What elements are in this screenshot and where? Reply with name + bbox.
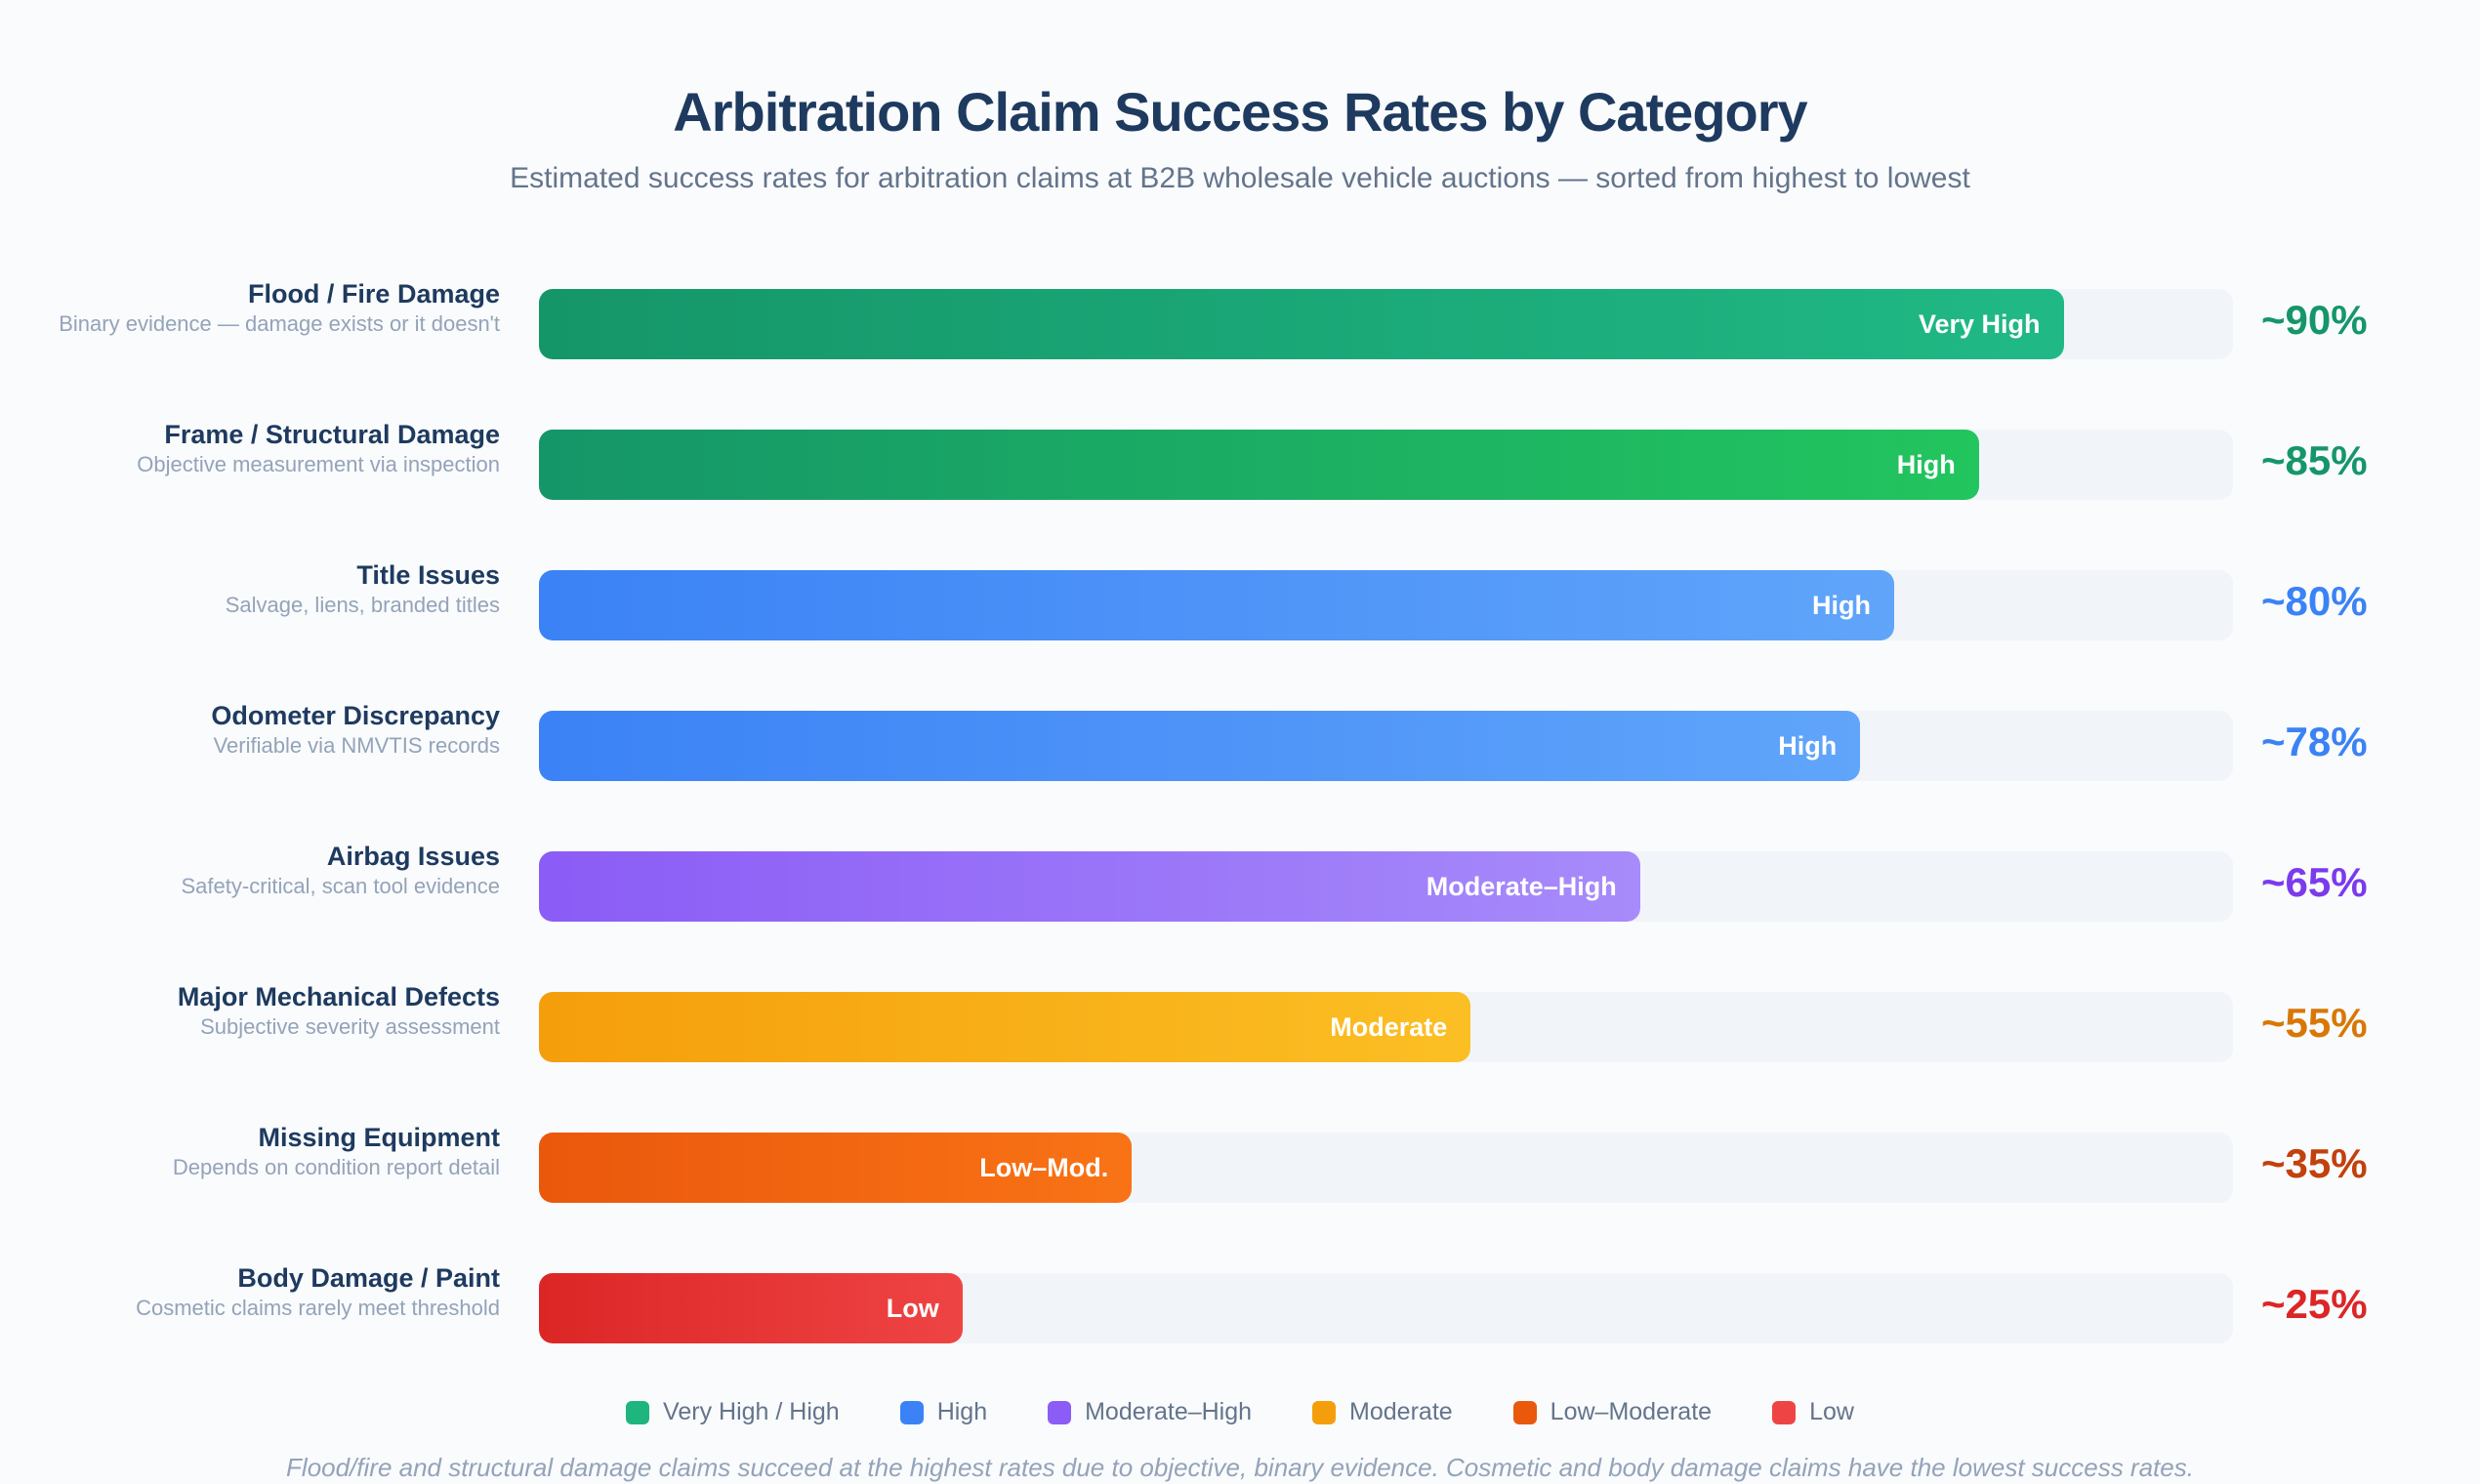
bar: High [539, 430, 1979, 500]
value-label: ~25% [2261, 1281, 2368, 1327]
value-label: ~90% [2261, 297, 2368, 343]
category-description: Subjective severity assessment [200, 1014, 500, 1039]
category-name: Flood / Fire Damage [247, 279, 500, 309]
bar: Moderate [539, 992, 1471, 1062]
bar-level-label: Moderate [1330, 1011, 1448, 1042]
value-label: ~35% [2261, 1140, 2368, 1186]
row-label: Major Mechanical Defects Subjective seve… [31, 980, 500, 1041]
category-name: Body Damage / Paint [237, 1263, 500, 1293]
category-description: Depends on condition report detail [172, 1155, 500, 1179]
bar-row: Flood / Fire Damage Binary evidence — da… [0, 279, 2480, 359]
category-name: Frame / Structural Damage [164, 420, 500, 449]
bar: Very High [539, 289, 2064, 359]
legend-item: High [899, 1398, 988, 1426]
category-description: Objective measurement via inspection [137, 452, 500, 476]
bar-level-label: High [1778, 730, 1838, 761]
value-label: ~78% [2261, 719, 2368, 764]
bar-row: Major Mechanical Defects Subjective seve… [0, 982, 2480, 1062]
row-label: Missing Equipment Depends on condition r… [31, 1121, 500, 1181]
value-label: ~55% [2261, 1000, 2368, 1046]
bar-level-label: Low–Mod. [979, 1152, 1109, 1182]
chart-subtitle: Estimated success rates for arbitration … [510, 162, 1970, 194]
legend-label: Moderate–High [1085, 1398, 1253, 1425]
row-label: Frame / Structural Damage Objective meas… [31, 418, 500, 478]
footnote: Flood/fire and structural damage claims … [286, 1453, 2194, 1482]
bar-row: Missing Equipment Depends on condition r… [0, 1123, 2480, 1203]
bar: High [539, 570, 1894, 640]
bar-row: Title Issues Salvage, liens, branded tit… [0, 560, 2480, 640]
row-label: Body Damage / Paint Cosmetic claims rare… [31, 1261, 500, 1322]
bar-track: Very High [539, 289, 2233, 359]
legend-swatch [626, 1400, 650, 1424]
legend-label: Low–Moderate [1550, 1398, 1713, 1425]
value-label: ~65% [2261, 859, 2368, 905]
category-description: Verifiable via NMVTIS records [213, 733, 500, 758]
chart-title: Arbitration Claim Success Rates by Categ… [673, 81, 1807, 143]
bar-level-label: High [1812, 590, 1871, 620]
legend-item: Low [1772, 1398, 1854, 1426]
legend-swatch [1312, 1400, 1337, 1424]
row-label: Odometer Discrepancy Verifiable via NMVT… [31, 699, 500, 760]
legend-label: High [936, 1398, 988, 1425]
category-description: Safety-critical, scan tool evidence [181, 874, 501, 898]
category-name: Missing Equipment [258, 1123, 500, 1152]
legend-item: Moderate–High [1048, 1398, 1252, 1426]
bar: Moderate–High [539, 851, 1640, 922]
row-label: Flood / Fire Damage Binary evidence — da… [31, 277, 500, 338]
category-description: Cosmetic claims rarely meet threshold [136, 1296, 500, 1320]
value-label: ~85% [2261, 437, 2368, 483]
legend-swatch [1048, 1400, 1072, 1424]
legend-label: Moderate [1349, 1398, 1453, 1425]
legend-swatch [899, 1400, 924, 1424]
legend-item: Low–Moderate [1512, 1398, 1713, 1426]
legend: Very High / High High Moderate–High Moderat… [0, 1398, 2480, 1426]
bar-track: Low [539, 1273, 2233, 1343]
category-description: Binary evidence — damage exists or it do… [59, 311, 500, 336]
bar-track: Low–Mod. [539, 1133, 2233, 1203]
bar: Low–Mod. [539, 1133, 1133, 1203]
category-description: Salvage, liens, branded titles [225, 593, 500, 617]
bar-row: Odometer Discrepancy Verifiable via NMVT… [0, 701, 2480, 781]
bar: High [539, 711, 1861, 781]
legend-swatch [1512, 1400, 1537, 1424]
category-name: Airbag Issues [326, 842, 500, 871]
category-name: Odometer Discrepancy [211, 701, 500, 730]
bar-track: High [539, 570, 2233, 640]
bar-row: Body Damage / Paint Cosmetic claims rare… [0, 1263, 2480, 1343]
value-label: ~80% [2261, 578, 2368, 624]
bar-level-label: Low [886, 1293, 939, 1323]
legend-label: Low [1809, 1398, 1854, 1425]
bar-track: High [539, 711, 2233, 781]
bar-track: Moderate [539, 992, 2233, 1062]
row-label: Title Issues Salvage, liens, branded tit… [31, 558, 500, 619]
bar-level-label: Very High [1918, 309, 2041, 339]
row-label: Airbag Issues Safety-critical, scan tool… [31, 840, 501, 900]
bar: Low [539, 1273, 963, 1343]
bar-level-label: High [1896, 449, 1956, 479]
legend-label: Very High / High [663, 1398, 840, 1425]
bar-level-label: Moderate–High [1426, 871, 1617, 901]
legend-item: Moderate [1312, 1398, 1453, 1426]
bar-track: Moderate–High [539, 851, 2233, 922]
legend-item: Very High / High [626, 1398, 840, 1426]
category-name: Major Mechanical Defects [177, 982, 500, 1011]
category-name: Title Issues [356, 560, 500, 590]
bar-row: Frame / Structural Damage Objective meas… [0, 420, 2480, 500]
bar-track: High [539, 430, 2233, 500]
legend-swatch [1772, 1400, 1797, 1424]
bar-row: Airbag Issues Safety-critical, scan tool… [0, 842, 2480, 922]
